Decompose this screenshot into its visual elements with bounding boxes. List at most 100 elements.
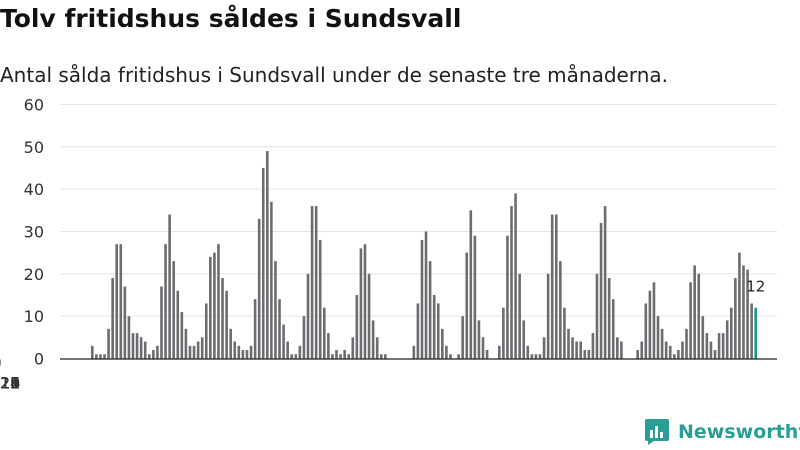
bar	[103, 354, 106, 359]
bar	[693, 265, 696, 359]
x-tick-label: 2023	[0, 374, 20, 393]
bar	[266, 151, 269, 359]
bar	[681, 341, 684, 359]
bar	[595, 273, 599, 359]
bar	[143, 341, 147, 359]
bar	[502, 307, 505, 359]
bar	[335, 350, 338, 359]
bar	[416, 303, 420, 359]
brand-name: Newsworthy	[678, 421, 800, 443]
bar	[526, 345, 530, 359]
bar	[310, 206, 314, 359]
newsworthy-logo[interactable]: Newsworthy	[644, 418, 800, 446]
x-tick-label: 2021	[0, 374, 20, 393]
bar-highlight	[754, 307, 758, 359]
bar	[176, 290, 180, 359]
gridlines	[60, 103, 777, 317]
bar	[237, 345, 241, 359]
bar	[709, 341, 713, 359]
bar	[261, 167, 265, 359]
bar	[160, 286, 163, 359]
bar	[432, 294, 436, 359]
bar	[107, 328, 110, 359]
y-tick-label: 50	[24, 138, 44, 157]
bar	[518, 273, 521, 359]
bar	[351, 337, 355, 359]
bar	[652, 282, 656, 359]
x-tick-label: 2019	[0, 374, 20, 393]
bar	[473, 235, 477, 359]
y-tick-label: 20	[24, 265, 44, 284]
bar	[742, 265, 745, 359]
bar	[204, 303, 208, 359]
bar	[156, 345, 159, 359]
y-tick-label: 30	[24, 222, 44, 241]
bar	[274, 261, 277, 359]
bar	[689, 282, 692, 359]
bar	[734, 278, 737, 359]
bar	[290, 354, 294, 359]
x-axis-tick-labels: 2012201420162019202120232025	[0, 359, 20, 393]
bar	[253, 299, 257, 359]
bar	[355, 294, 359, 359]
bar	[611, 299, 615, 359]
bar	[347, 354, 351, 359]
last-value-label: 12	[746, 278, 765, 296]
bar	[375, 337, 379, 359]
bar	[424, 231, 428, 359]
x-tick-label: 2016	[0, 374, 20, 393]
bar	[314, 206, 318, 359]
bar	[91, 345, 94, 359]
bar	[522, 320, 526, 359]
bar	[99, 354, 102, 359]
bar	[656, 316, 660, 359]
bar	[685, 328, 688, 359]
bar	[701, 316, 705, 359]
bar	[587, 350, 591, 359]
bar	[616, 337, 619, 359]
bar	[339, 354, 342, 359]
bar	[436, 303, 440, 359]
bar	[359, 248, 363, 359]
annotations: 12	[746, 278, 765, 296]
bar	[465, 252, 469, 359]
bar	[123, 286, 127, 359]
bar	[213, 252, 216, 359]
bar	[168, 214, 171, 359]
bar	[746, 269, 749, 359]
bar	[420, 239, 424, 359]
bar	[668, 345, 672, 359]
bar	[603, 206, 607, 359]
bar	[713, 350, 717, 359]
bar	[546, 273, 550, 359]
bar	[705, 333, 709, 359]
bar	[95, 354, 98, 359]
bar	[697, 273, 701, 359]
bar	[648, 290, 652, 359]
bar	[245, 350, 249, 359]
bar	[294, 354, 298, 359]
bar	[563, 307, 566, 359]
bar	[428, 261, 432, 359]
chart-subtitle: Antal sålda fritidshus i Sundsvall under…	[0, 63, 668, 87]
bar	[441, 328, 444, 359]
bar	[200, 337, 204, 359]
bar	[241, 350, 245, 359]
bar	[583, 350, 587, 359]
bar	[514, 193, 517, 359]
x-tick-label: 2014	[0, 374, 20, 393]
bar	[461, 316, 464, 359]
bar	[534, 354, 538, 359]
bar	[457, 354, 460, 359]
bar	[498, 345, 501, 359]
bar	[567, 328, 570, 359]
bar	[367, 273, 371, 359]
bar	[677, 350, 680, 359]
bar	[229, 328, 232, 359]
bar	[384, 354, 387, 359]
bar	[729, 307, 733, 359]
bar	[485, 350, 489, 359]
bar	[660, 328, 664, 359]
bar	[717, 333, 721, 359]
bar	[721, 333, 725, 359]
